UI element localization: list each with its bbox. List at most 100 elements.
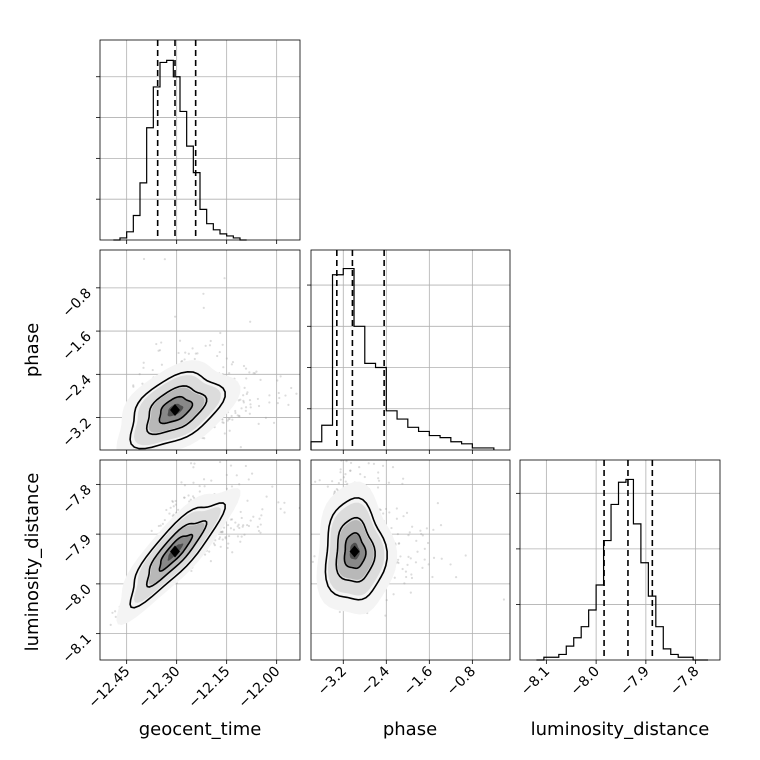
sample-point [235,474,238,477]
sample-point [331,493,333,495]
sample-point [222,366,225,369]
sample-point [246,499,249,502]
sample-point [421,534,424,537]
sample-point [212,542,216,545]
sample-point [272,421,276,424]
sample-point [218,460,222,464]
sample-point [229,464,233,467]
sample-point [238,414,241,418]
sample-point [249,403,252,406]
sample-point [396,532,399,536]
sample-point [171,500,174,504]
panel-luminosity-distance-vs-geocent-time [99,459,333,661]
sample-point [395,507,398,510]
peak-marker [170,545,180,558]
x-tick-label: −8.0 [568,664,603,699]
sample-point [242,524,245,527]
sample-point [109,623,112,626]
y-tick-label: −1.6 [59,329,94,364]
sample-point [246,391,249,394]
sample-point [171,514,174,517]
sample-point [228,429,231,432]
sample-point [228,417,231,421]
sample-point [247,478,250,481]
sample-point [355,432,357,434]
sample-point [376,452,378,454]
sample-point [231,418,234,421]
sample-point [283,511,286,514]
sample-point [382,512,385,515]
sample-point [238,415,241,418]
sample-point [464,554,467,557]
sample-point [415,539,418,542]
sample-point [159,524,162,527]
sample-point [172,505,175,508]
sample-point [344,480,347,483]
sample-point [227,418,230,421]
sample-point [361,442,363,444]
sample-point [349,469,352,472]
sample-point [202,292,205,295]
sample-point [191,347,194,350]
sample-point [257,404,261,408]
sample-point [259,378,262,381]
sample-point [245,377,248,380]
sample-point [257,529,261,533]
sample-point [313,555,316,558]
sample-point [231,360,235,364]
sample-point [283,501,286,504]
panel-frame [99,459,301,661]
sample-point [194,352,197,355]
sample-point [193,357,196,361]
x-tick-label: −12.45 [86,664,134,712]
sample-point [248,412,251,415]
sample-point [157,524,160,528]
sample-point [420,532,423,536]
sample-point [209,560,212,563]
sample-point [231,551,234,554]
sample-point [256,397,259,401]
sample-point [225,357,228,360]
sample-point [384,507,388,511]
sample-point [180,360,183,363]
sample-point [158,349,162,352]
sample-point [177,508,180,511]
sample-point [204,344,207,347]
y-tick-label: −0.8 [59,285,94,320]
sample-point [171,499,174,503]
sample-point [226,419,229,422]
sample-point [242,364,246,368]
sample-point [337,481,340,485]
sample-point [277,501,280,504]
y-axis-label-phase: phase [22,323,43,377]
sample-point [249,406,252,409]
sample-point [190,569,193,573]
sample-point [387,481,391,484]
sample-point [238,483,241,486]
panel-frame [310,249,511,451]
sample-point [230,363,233,366]
sample-point [259,531,262,534]
sample-point [363,475,366,479]
sample-point [401,482,404,485]
sample-point [239,446,242,449]
sample-point [174,503,177,506]
contour-line-3 [343,532,367,570]
sample-point [318,479,321,482]
y-tick-label: −7.8 [59,482,94,517]
sample-point [150,529,153,532]
contour-line-2 [335,516,376,583]
sample-point [183,484,187,487]
sample-point [138,373,141,376]
sample-point [379,508,382,512]
sample-point [427,563,430,566]
sample-point [227,542,230,545]
sample-point [338,417,340,419]
sample-point [410,573,413,576]
panel-frame [99,39,301,241]
sample-point [236,414,239,417]
sample-point [142,257,146,261]
sample-point [377,471,380,474]
sample-point [208,550,211,553]
x-tick-label: −3.2 [315,664,350,699]
